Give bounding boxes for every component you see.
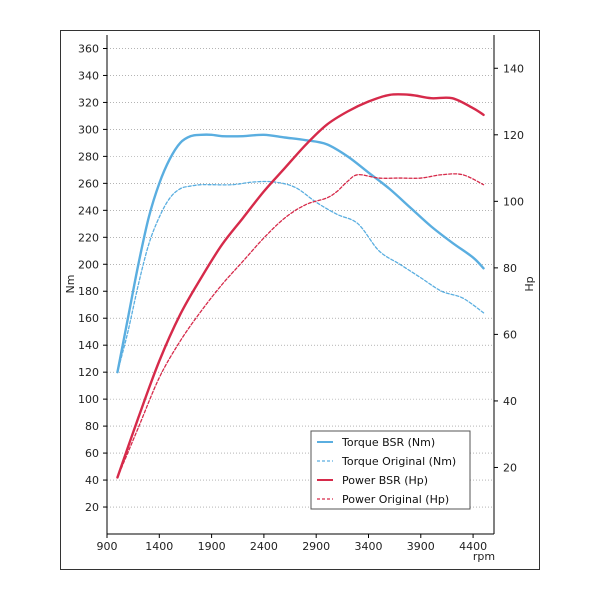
y-right-tick-label: 80	[503, 262, 517, 275]
x-axis-label: rpm	[473, 550, 495, 563]
axes-layer: 20 40 60 80 100 120 140 160 180 200 220 240 260 280 30…	[64, 35, 536, 563]
series-lines	[116, 93, 485, 479]
series-line-power-bsr-hp	[116, 93, 485, 479]
series-line-torque-original-nm	[116, 180, 485, 373]
y-axis-left-label: Nm	[64, 275, 77, 294]
y-left-tick-label: 60	[85, 447, 99, 460]
legend-box	[310, 430, 471, 510]
x-tick-label: 900	[97, 540, 118, 553]
y-left-tick-label: 140	[78, 339, 99, 352]
y-left-tick-label: 260	[78, 177, 99, 190]
x-tick-label: 2400	[250, 540, 278, 553]
y-left-tick-label: 280	[78, 150, 99, 163]
x-tick-label: 3400	[354, 540, 382, 553]
y-right-tick-label: 60	[503, 328, 517, 341]
legend-entry: Torque Original (Nm)	[341, 455, 456, 468]
legend-entry: Torque BSR (Nm)	[341, 436, 435, 449]
y-left-tick-label: 100	[78, 393, 99, 406]
y-left-tick-label: 320	[78, 96, 99, 109]
y-left-tick-label: 40	[85, 474, 99, 487]
legend-entry: Power Original (Hp)	[342, 493, 449, 506]
y-left-tick-label: 120	[78, 366, 99, 379]
y-left-tick-label: 240	[78, 204, 99, 217]
y-left-tick-label: 300	[78, 123, 99, 136]
series-line-power-original-hp	[116, 173, 485, 479]
y-left-tick-label: 220	[78, 231, 99, 244]
y-left-tick-label: 340	[78, 69, 99, 82]
y-right-tick-label: 100	[503, 195, 524, 208]
y-left-tick-label: 20	[85, 501, 99, 514]
y-right-tick-label: 40	[503, 395, 517, 408]
x-tick-label: 2900	[302, 540, 330, 553]
y-left-tick-label: 80	[85, 420, 99, 433]
y-left-tick-label: 160	[78, 312, 99, 325]
series-line-torque-bsr-nm	[116, 133, 485, 374]
y-left-tick-label: 180	[78, 285, 99, 298]
x-tick-label: 3900	[407, 540, 435, 553]
x-tick-label: 4400	[459, 540, 487, 553]
legend: Torque BSR (Nm) Torque Original (Nm) Power…	[310, 430, 471, 510]
x-tick-label: 1900	[198, 540, 226, 553]
y-right-tick-label: 140	[503, 62, 524, 75]
legend-entry: Power BSR (Hp)	[342, 474, 428, 487]
y-right-tick-label: 120	[503, 129, 524, 142]
x-tick-label: 1400	[145, 540, 173, 553]
y-right-tick-label: 20	[503, 461, 517, 474]
y-left-tick-label: 360	[78, 42, 99, 55]
y-axis-right-label: Hp	[523, 276, 536, 291]
y-left-tick-label: 200	[78, 258, 99, 271]
